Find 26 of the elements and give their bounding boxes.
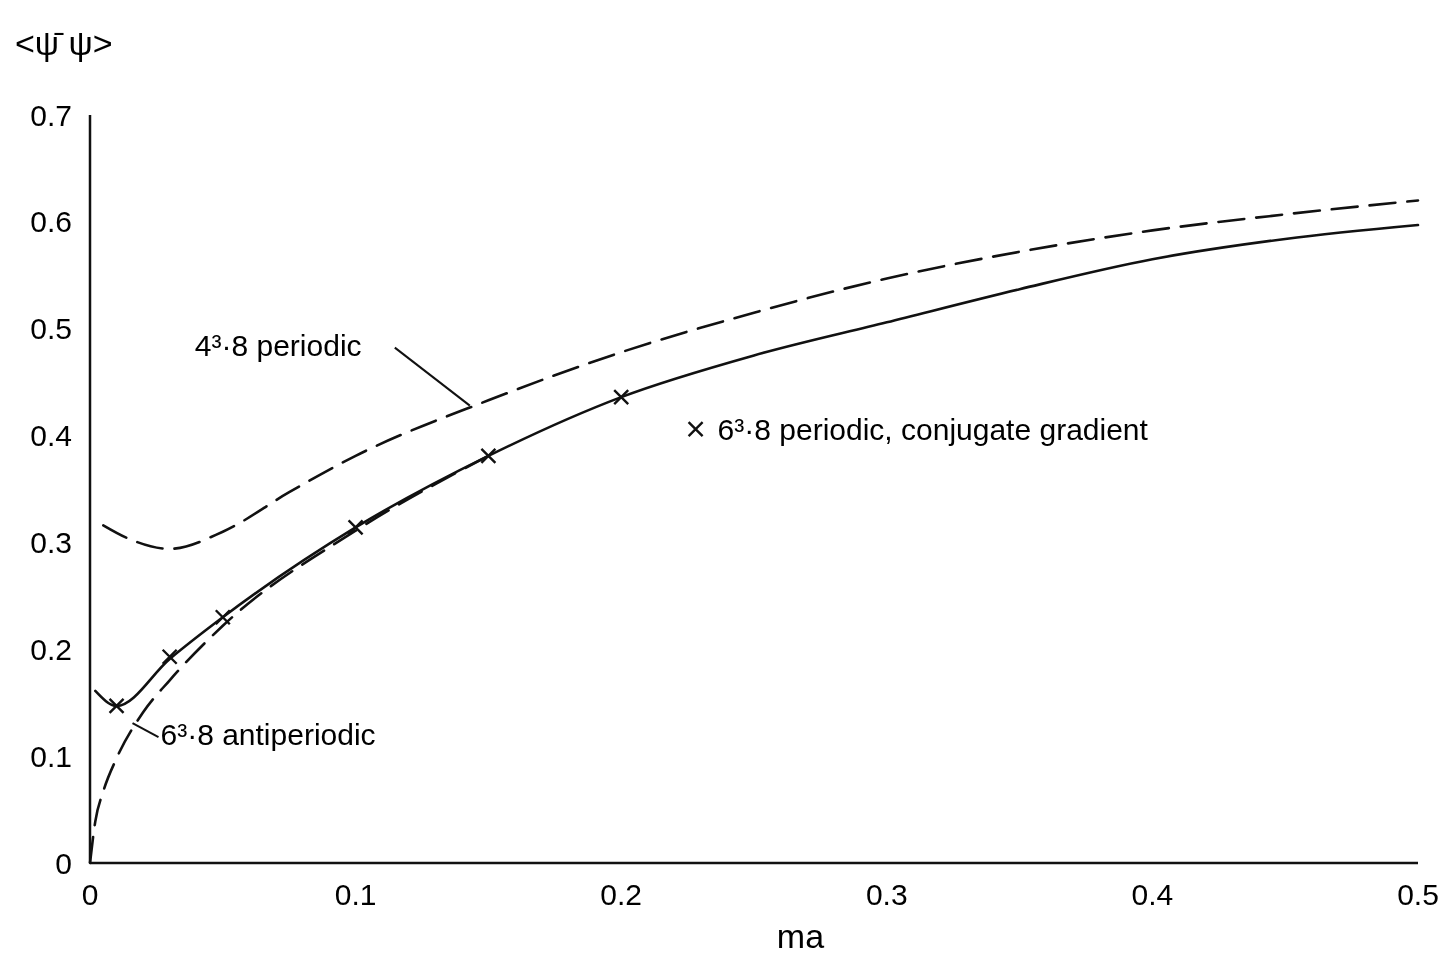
point [108,697,125,715]
annotation: 6³·8 antiperiodic [160,718,376,752]
y-tick-label: 0.4 [30,419,72,453]
x-tick-label: 0.2 [600,878,643,911]
point [214,609,231,626]
x-tick-label: 0.1 [334,878,377,911]
y-tick-label: 0.7 [30,98,72,132]
point [347,519,364,536]
y-tick-label: 0.2 [30,632,72,666]
x-tick-label: 0 [81,878,99,911]
y-tick-label: 0.5 [30,312,72,346]
y-tick-label: 0 [55,846,72,880]
x-tick-label: 0.4 [1131,878,1174,911]
point [480,447,497,465]
line-series [101,199,1420,551]
point [613,388,630,406]
x-tick-label: 0.5 [1397,878,1439,911]
x-axis-title: ma [776,917,825,955]
point [161,648,178,665]
x-tick-label: 0.3 [865,878,908,911]
annotation: 4³·8 periodic [194,328,362,362]
y-tick-label: 0.6 [30,205,72,239]
y-axis-title: <ψ̄ ψ> [15,24,113,62]
legend-label: 6³·8 periodic, conjugate gradient [717,412,1149,446]
y-tick-label: 0.3 [30,525,72,559]
y-tick-label: 0.1 [30,739,72,773]
